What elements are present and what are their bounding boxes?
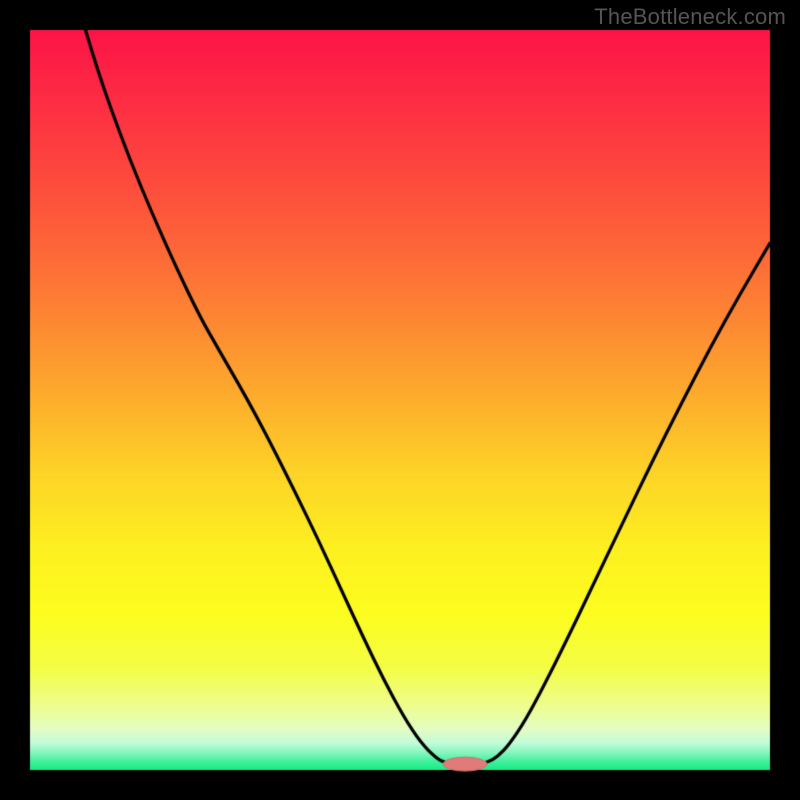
watermark-text: TheBottleneck.com	[594, 4, 786, 30]
chart-stage: TheBottleneck.com	[0, 0, 800, 800]
gradient-v-curve-chart	[0, 0, 800, 800]
